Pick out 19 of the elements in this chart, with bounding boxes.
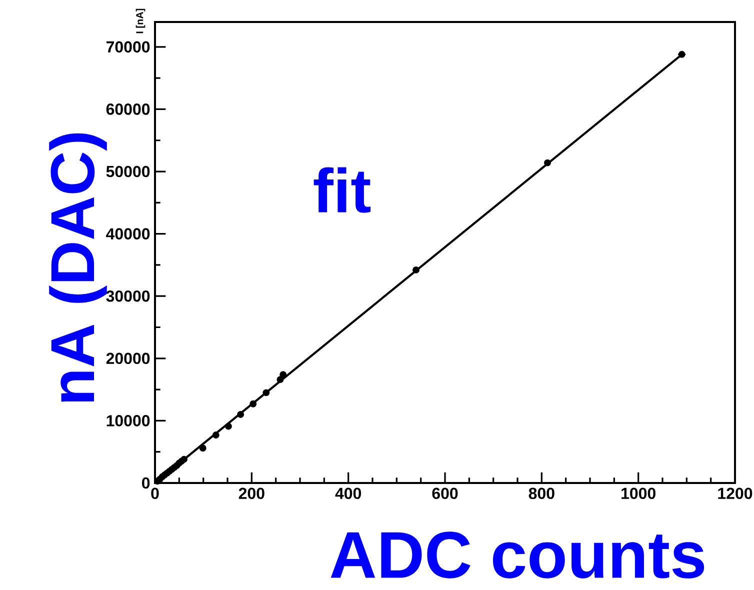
- y-tick-label: 0: [142, 477, 150, 489]
- x-tick-label: 1200: [718, 488, 752, 500]
- y-axis-title: I [nA]: [136, 8, 146, 34]
- y-tick-label: 70000: [106, 41, 150, 53]
- y-tick-label: 20000: [106, 352, 150, 364]
- x-tick-label: 600: [432, 488, 458, 500]
- annotation: fit: [314, 167, 371, 213]
- x-tick-label: 800: [528, 488, 554, 500]
- text: nA (DAC): [49, 133, 107, 402]
- x-tick-label: 200: [238, 488, 264, 500]
- y-tick-label: 50000: [106, 166, 150, 178]
- y-tick-label: 30000: [106, 290, 150, 302]
- x-tick-label: 1000: [622, 488, 656, 500]
- y-tick-label: 40000: [106, 228, 150, 240]
- x-tick-label: 0: [151, 488, 159, 500]
- text: ADC counts: [330, 532, 704, 578]
- x-tick-label: 400: [335, 488, 362, 500]
- y-tick-label: 10000: [106, 415, 150, 426]
- y-tick-label: 60000: [106, 104, 150, 115]
